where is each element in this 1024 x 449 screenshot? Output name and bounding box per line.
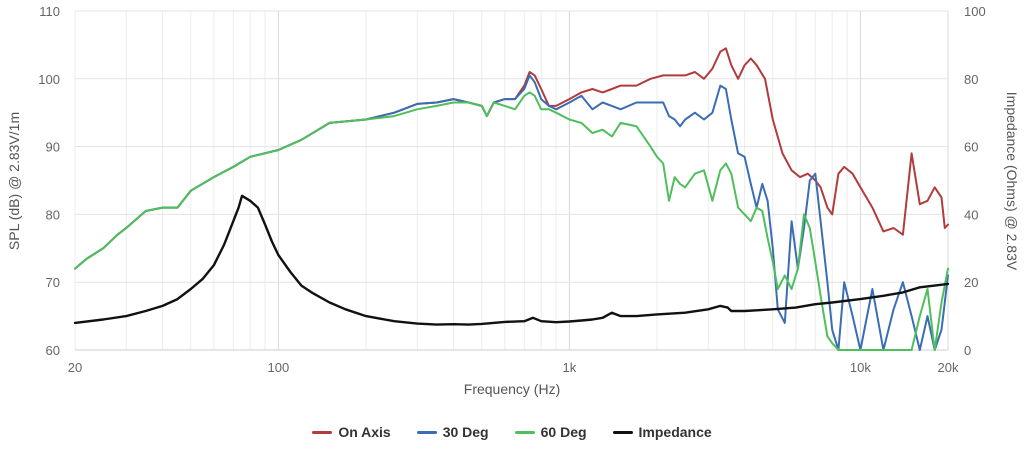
y-tick-label-right: 0 xyxy=(964,343,971,358)
legend-swatch-on-axis xyxy=(312,430,333,434)
y-tick-label-left: 90 xyxy=(46,140,60,155)
legend-label-30-deg: 30 Deg xyxy=(442,424,489,440)
series-line-30-deg xyxy=(74,74,949,351)
series-line-60-deg xyxy=(74,91,949,351)
legend-label-impedance: Impedance xyxy=(638,424,712,440)
y-tick-label-left: 60 xyxy=(46,343,60,358)
y-tick-label-right: 80 xyxy=(964,72,978,87)
legend-label-60-deg: 60 Deg xyxy=(540,424,587,440)
frequency-response-chart: 20 100 1k 10k 20k60708090100110020406080100 … xyxy=(6,4,1020,397)
legend-item-30-deg[interactable]: 30 Deg xyxy=(416,424,489,440)
x-tick-label: 100 xyxy=(268,360,290,375)
y-axis-left-title: SPL (dB) @ 2.83V/1m xyxy=(6,112,22,250)
x-tick-label: 1k xyxy=(563,360,577,375)
x-axis-title: Frequency (Hz) xyxy=(464,381,560,397)
y-tick-label-right: 100 xyxy=(964,4,986,19)
tick-labels: 20 100 1k 10k 20k 60 70 80 90 100 110 0 20 40 60 80 100 xyxy=(38,4,985,375)
x-tick-label: 20 xyxy=(68,360,82,375)
y-tick-label-left: 110 xyxy=(39,4,60,19)
legend-label-on-axis: On Axis xyxy=(338,424,391,440)
legend-item-impedance[interactable]: Impedance xyxy=(612,424,712,440)
y-tick-label-right: 40 xyxy=(964,207,978,222)
series-lines xyxy=(73,47,950,351)
legend: On Axis 30 Deg 60 Deg Impedance xyxy=(0,424,1024,440)
legend-swatch-60-deg xyxy=(514,430,535,434)
legend-item-on-axis[interactable]: On Axis xyxy=(312,424,391,440)
y-tick-label-left: 80 xyxy=(46,207,60,222)
y-tick-label-right: 60 xyxy=(964,140,978,155)
y-axis-right-title: Impedance (Ohms) @ 2.83V xyxy=(1004,92,1020,271)
x-tick-label: 10k xyxy=(850,360,871,375)
legend-swatch-30-deg xyxy=(416,430,437,434)
y-tick-label-left: 70 xyxy=(46,275,60,290)
series-line-on-axis xyxy=(74,47,949,270)
legend-swatch-impedance xyxy=(612,430,633,434)
grid xyxy=(74,10,949,351)
legend-item-60-deg[interactable]: 60 Deg xyxy=(514,424,587,440)
y-tick-label-left: 100 xyxy=(38,72,60,87)
x-tick-label: 20k xyxy=(938,360,959,375)
series-line-impedance xyxy=(73,194,950,326)
y-tick-label-right: 20 xyxy=(964,275,978,290)
